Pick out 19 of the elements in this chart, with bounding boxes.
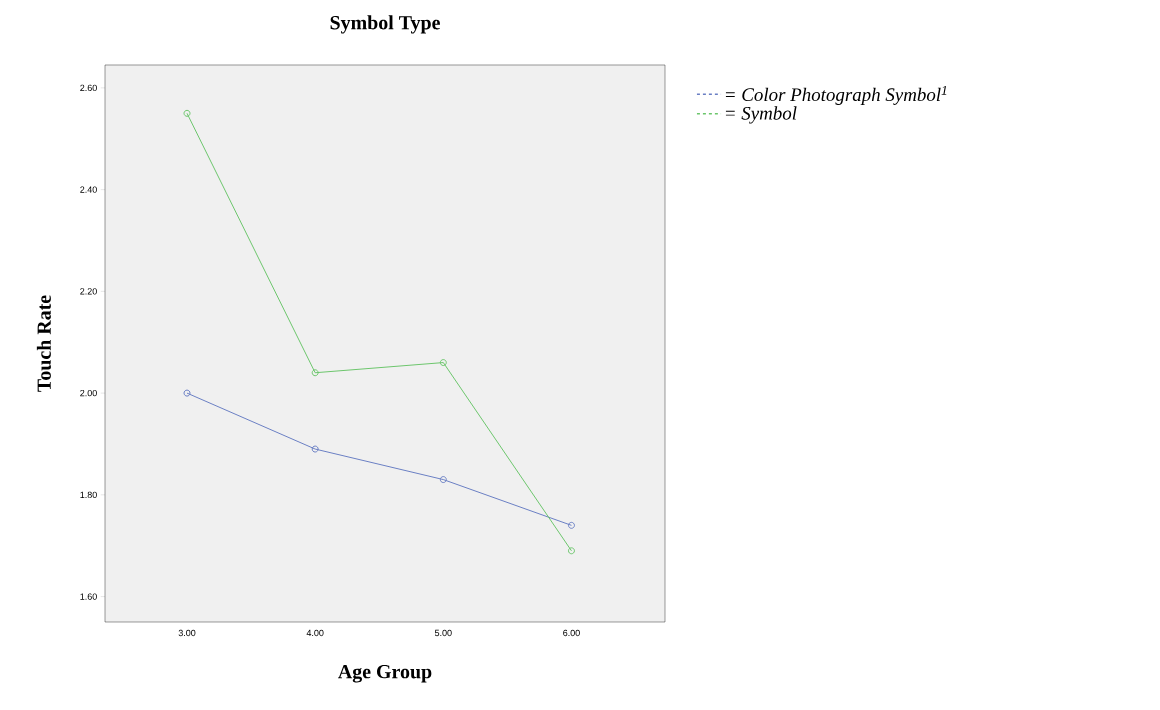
y-tick-label: 1.60	[80, 593, 97, 600]
point	[311, 445, 319, 453]
x-tick-label: 3.00	[178, 629, 196, 637]
x-tick-label: 4.00	[306, 629, 324, 637]
y-tick-label: 2.40	[80, 186, 97, 193]
y-tick-label: 1.80	[80, 491, 97, 499]
y-tick-label: 2.00	[80, 389, 97, 397]
y-tick-label: 2.20	[80, 288, 97, 295]
legend-label: = Symbol	[725, 106, 797, 124]
x-tick-label: 5.00	[434, 629, 452, 637]
point	[439, 359, 447, 367]
point	[439, 476, 447, 484]
chart-title: Symbol Type	[330, 15, 440, 34]
legend-label: = Color Photograph Symbol$^{1}$	[725, 85, 947, 105]
y-tick-label: 2.60	[80, 84, 97, 92]
point	[311, 369, 319, 377]
x-axis-title: Age Group	[338, 664, 432, 683]
x-tick-label: 6.00	[563, 629, 580, 637]
y-axis-title: Touch Rate	[36, 295, 51, 392]
